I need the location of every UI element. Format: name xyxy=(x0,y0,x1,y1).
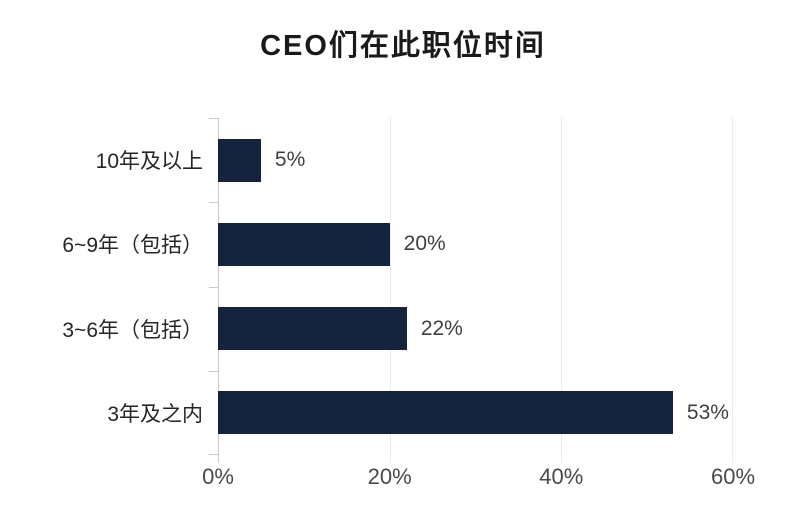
y-axis-line xyxy=(218,118,219,463)
y-axis-tick xyxy=(209,370,218,372)
x-tick-label: 20% xyxy=(367,464,412,489)
x-tick-label: 0% xyxy=(202,464,234,489)
category-label: 6~9年（包括） xyxy=(62,234,203,258)
value-label: 22% xyxy=(420,316,463,340)
x-tick-label: 40% xyxy=(539,464,584,489)
bar-6-to-9-years xyxy=(218,222,390,266)
gridline-40pct xyxy=(561,118,563,463)
value-label: 20% xyxy=(403,232,446,256)
bar-within-3-years xyxy=(218,391,673,435)
y-axis-tick xyxy=(209,118,218,119)
y-axis-tick xyxy=(209,202,218,204)
category-label: 3~6年（包括） xyxy=(62,318,203,342)
x-tick-label: 60% xyxy=(710,464,756,489)
plot-area: 5% 20% 22% 53% xyxy=(209,118,733,463)
gridline-60pct xyxy=(732,118,733,463)
bars-area: 5% 20% 22% 53% xyxy=(218,118,733,455)
bar-3-to-6-years xyxy=(218,307,407,351)
value-label: 53% xyxy=(686,400,729,424)
y-axis-tick xyxy=(209,286,218,288)
bar-10-years-or-more xyxy=(218,138,261,182)
bar-row: 20% xyxy=(218,202,733,286)
value-label: 5% xyxy=(274,148,306,172)
x-axis-labels: 0% 20% 40% 60% xyxy=(202,464,755,496)
y-axis-labels: 10年及以上 6~9年（包括） 3~6年（包括） 3年及之内 xyxy=(0,118,218,455)
chart-title: CEO们在此职位时间 xyxy=(260,30,546,62)
category-label: 10年及以上 xyxy=(95,150,203,174)
y-axis-tick xyxy=(209,454,218,455)
bar-row: 5% xyxy=(218,118,733,202)
bar-row: 53% xyxy=(218,371,733,455)
category-label: 3年及之内 xyxy=(107,402,203,426)
bar-row: 22% xyxy=(218,287,733,371)
gridline-20pct xyxy=(389,118,391,463)
